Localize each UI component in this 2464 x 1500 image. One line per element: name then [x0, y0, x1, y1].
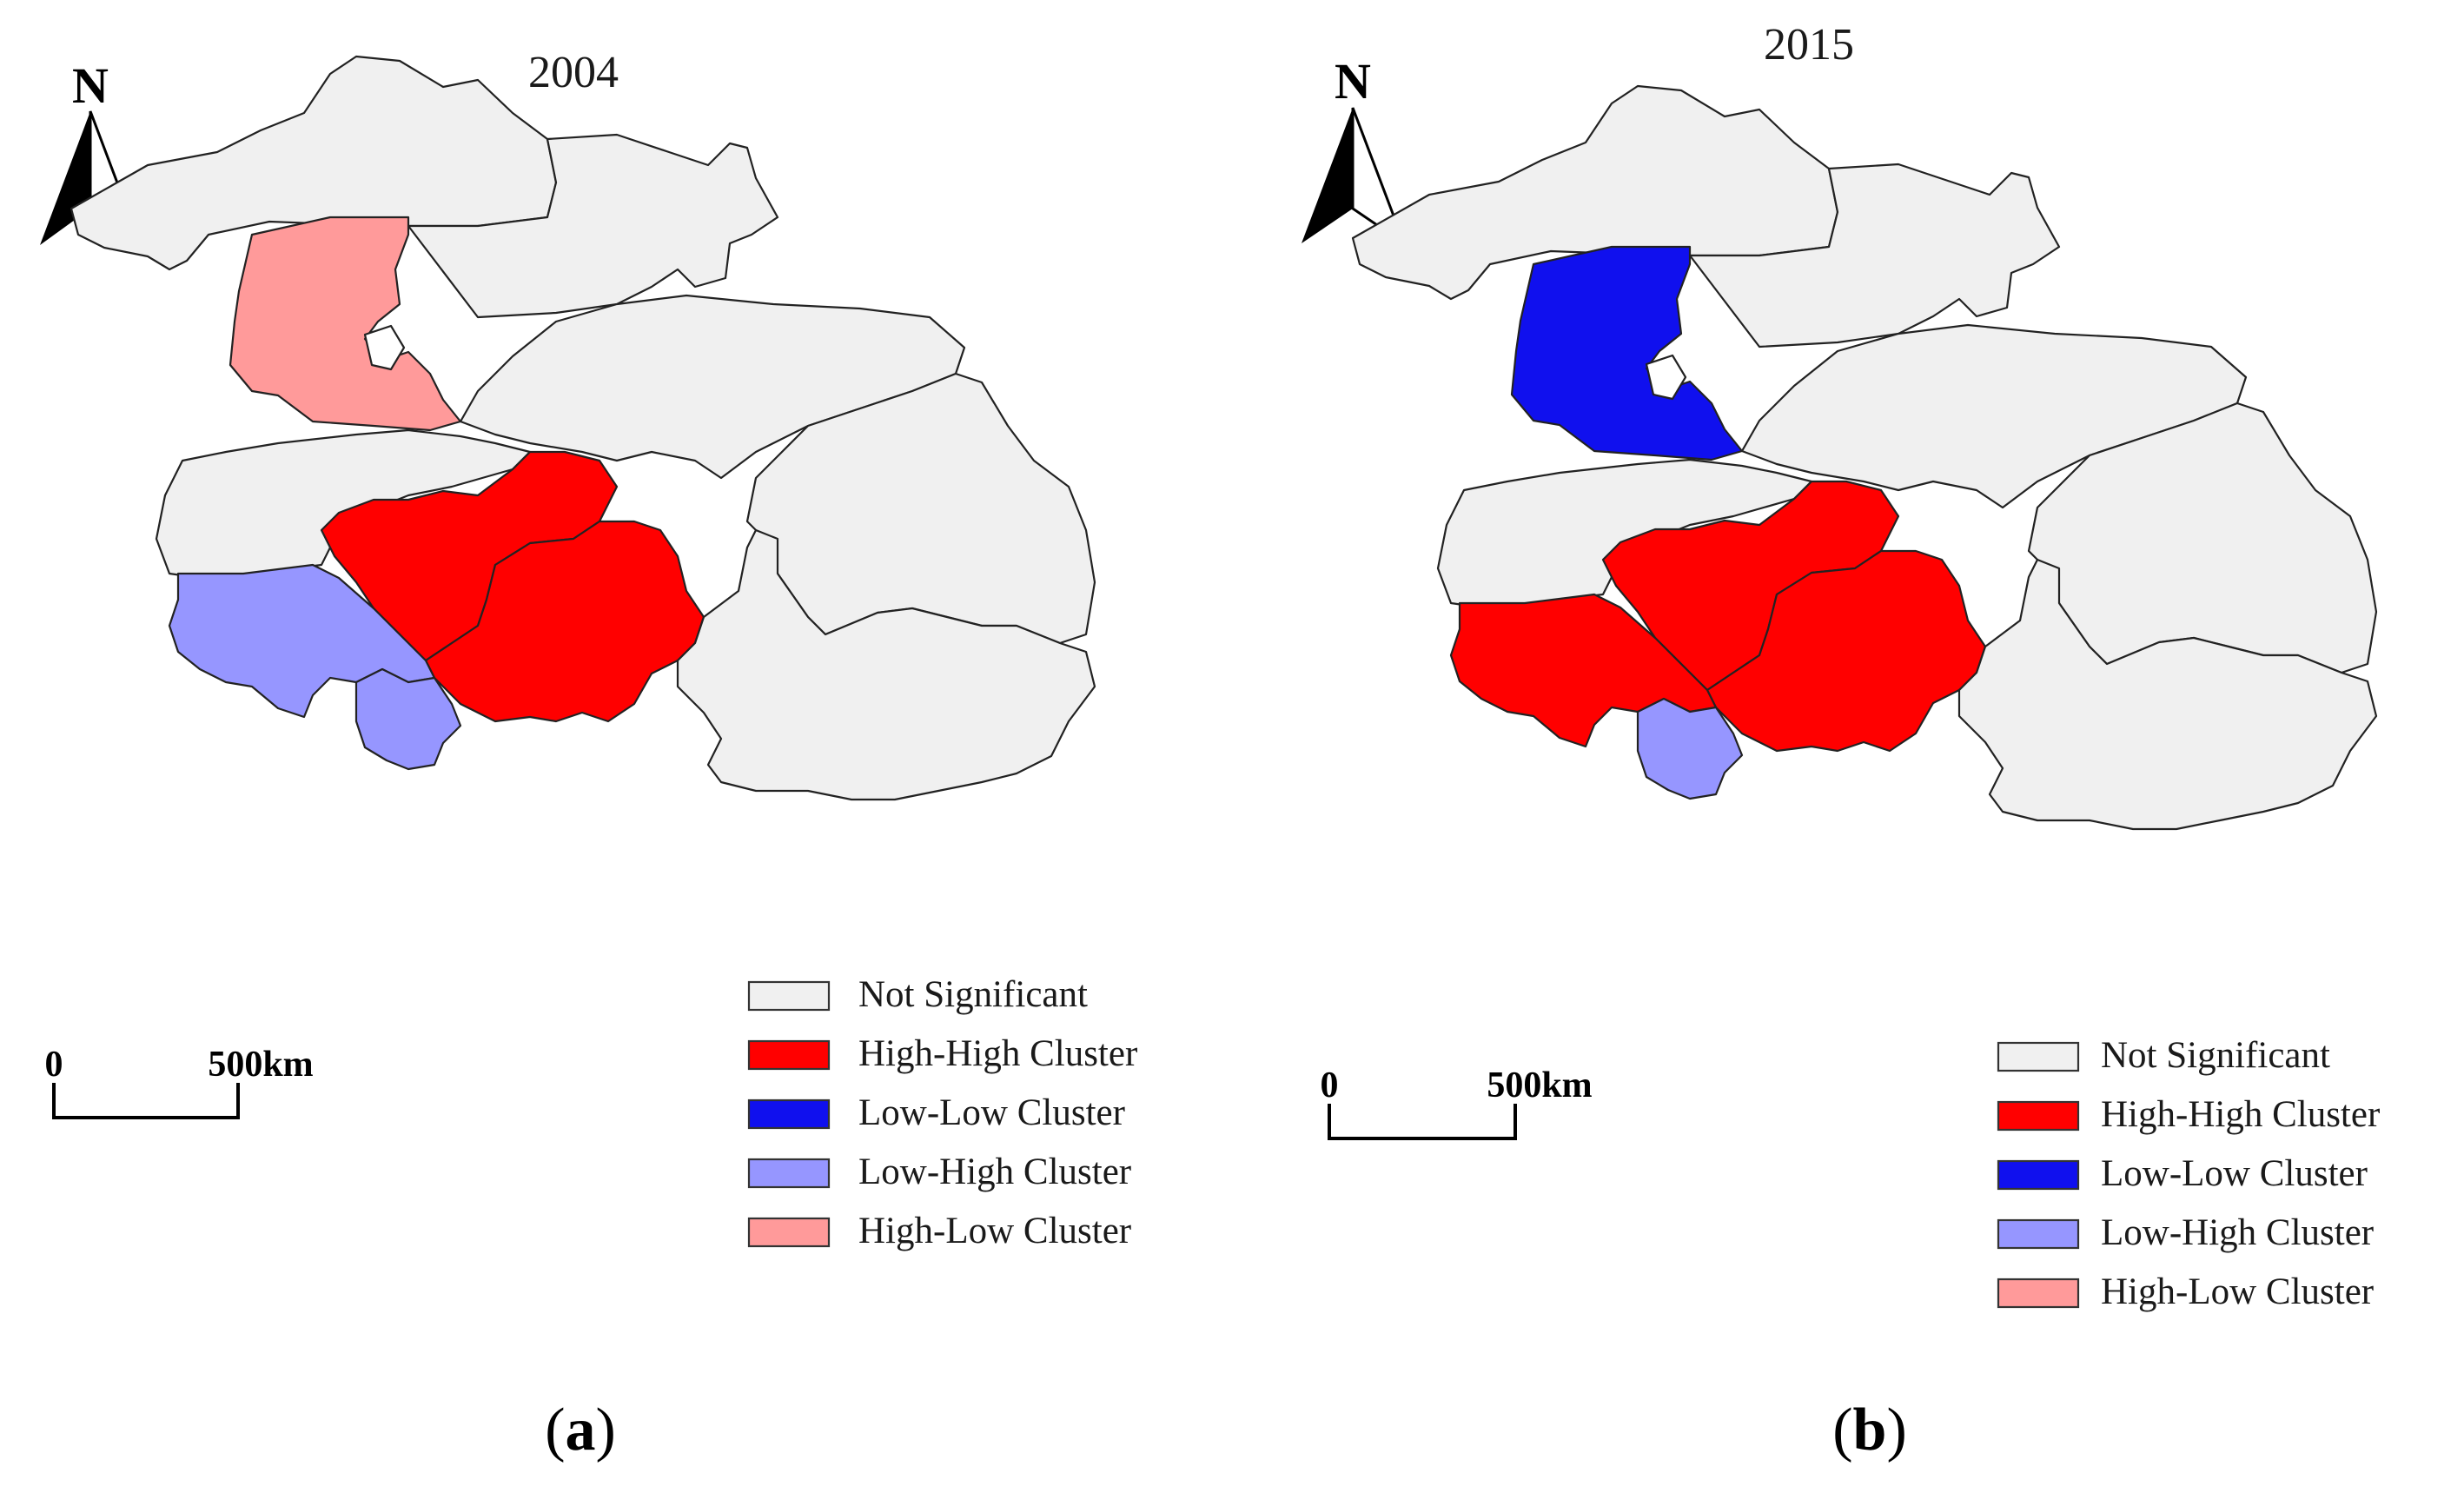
legend-item: Not Significant	[1997, 1035, 2330, 1076]
legend-label: Low-Low Cluster	[858, 1092, 1125, 1133]
north-arrow-icon: N	[1302, 53, 1408, 247]
legend-label: Low-High Cluster	[2101, 1212, 2374, 1253]
legend-label: Low-Low Cluster	[2101, 1153, 2368, 1194]
scale-start-label: 0	[45, 1045, 63, 1085]
map-panel-2015: 2015 N 0 500km Not Significant High-High …	[1302, 20, 2380, 1463]
legend-item: Low-Low Cluster	[747, 1092, 1125, 1133]
map-title: 2004	[528, 48, 619, 97]
legend-item: High-Low Cluster	[747, 1211, 1131, 1251]
legend: Not Significant High-High Cluster Low-Low …	[747, 974, 1137, 1251]
legend-label: High-High Cluster	[2101, 1094, 2380, 1135]
legend-item: High-High Cluster	[747, 1033, 1137, 1074]
panel-label-a: (a)	[545, 1397, 616, 1463]
legend-label: Not Significant	[858, 974, 1088, 1015]
scale-end-label: 500km	[1487, 1065, 1592, 1105]
legend-swatch	[1997, 1278, 2080, 1309]
legend-item: Not Significant	[747, 974, 1088, 1015]
legend-item: Low-High Cluster	[1997, 1212, 2374, 1253]
legend-swatch	[747, 1158, 831, 1189]
scale-end-label: 500km	[208, 1045, 313, 1085]
legend-swatch	[1997, 1159, 2080, 1191]
legend: Not Significant High-High Cluster Low-Low …	[1997, 1035, 2380, 1312]
legend-swatch	[747, 1217, 831, 1248]
scale-bar: 0 500km	[45, 1045, 314, 1119]
legend-swatch	[1997, 1218, 2080, 1250]
legend-item: High-Low Cluster	[1997, 1271, 2374, 1312]
north-arrow-label: N	[72, 57, 109, 114]
legend-label: Not Significant	[2101, 1035, 2330, 1076]
map-title: 2015	[1764, 20, 1854, 70]
choropleth-regions	[1351, 84, 2378, 831]
legend-swatch	[747, 1098, 831, 1130]
legend-label: High-Low Cluster	[858, 1211, 1131, 1251]
legend-label: Low-High Cluster	[858, 1152, 1131, 1192]
legend-swatch	[747, 1039, 831, 1071]
choropleth-regions	[70, 55, 1096, 801]
panel-label-b: (b)	[1832, 1397, 1907, 1463]
legend-label: High-High Cluster	[858, 1033, 1137, 1074]
legend-swatch	[1997, 1041, 2080, 1072]
legend-swatch	[747, 980, 831, 1012]
north-arrow-label: N	[1335, 53, 1371, 110]
legend-label: High-Low Cluster	[2101, 1271, 2374, 1312]
legend-swatch	[1997, 1100, 2080, 1132]
scale-bar: 0 500km	[1321, 1065, 1593, 1140]
legend-item: High-High Cluster	[1997, 1094, 2380, 1135]
map-panel-2004: 2004 N 0 500km Not Significant High-High …	[40, 48, 1137, 1463]
scale-start-label: 0	[1321, 1065, 1339, 1105]
legend-item: Low-Low Cluster	[1997, 1153, 2368, 1194]
legend-item: Low-High Cluster	[747, 1152, 1131, 1192]
